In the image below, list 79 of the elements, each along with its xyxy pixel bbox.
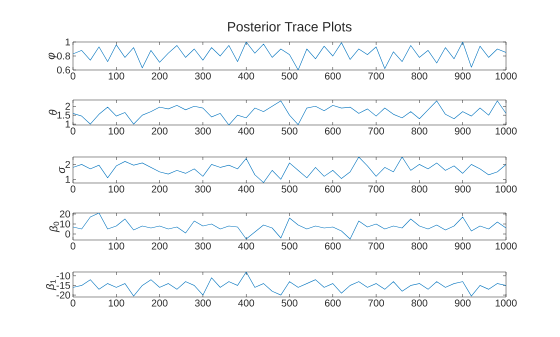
x-tick-label: 100 xyxy=(108,242,124,250)
x-tick-label: 300 xyxy=(194,72,211,80)
x-tick-label: 0 xyxy=(70,128,76,135)
line-series xyxy=(73,272,506,296)
x-tick-label: 900 xyxy=(454,300,471,307)
x-tick-label: 500 xyxy=(282,186,298,193)
x-tick-label: 700 xyxy=(368,186,384,193)
x-tick-label: 900 xyxy=(454,186,471,193)
x-tick-label: 400 xyxy=(238,186,254,193)
x-tick-label: 0 xyxy=(70,300,76,307)
x-tick-label: 500 xyxy=(282,72,298,80)
y-tick-label: 10 xyxy=(60,220,70,228)
y-tick-label: 2 xyxy=(65,102,70,110)
line-series xyxy=(73,42,506,70)
y-axis-title: β$_{0}$ xyxy=(49,222,60,232)
y-tick-label: -10 xyxy=(56,272,70,280)
x-tick-label: 900 xyxy=(454,242,471,250)
x-tick-label: 600 xyxy=(325,128,341,135)
x-tick-label: 600 xyxy=(325,186,341,193)
x-tick-label: 700 xyxy=(368,300,384,307)
y-tick-label: 20 xyxy=(60,210,70,218)
x-tick-label: 0 xyxy=(70,72,76,80)
x-tick-label: 700 xyxy=(368,72,384,80)
x-tick-label: 1000 xyxy=(496,242,517,250)
y-tick-label: 1 xyxy=(66,38,70,46)
line-series xyxy=(73,100,506,125)
line-series xyxy=(73,213,506,240)
y-axis-title: σ xyxy=(59,166,66,174)
x-tick-label: 200 xyxy=(152,186,168,193)
x-tick-label: 1000 xyxy=(496,300,517,307)
x-tick-label: 600 xyxy=(324,72,341,80)
x-tick-label: 400 xyxy=(238,300,254,307)
x-tick-label: 900 xyxy=(454,128,471,135)
x-tick-label: 400 xyxy=(238,128,254,135)
x-tick-label: 400 xyxy=(238,72,254,80)
x-tick-label: 300 xyxy=(194,242,211,250)
y-tick-label: 0.6 xyxy=(57,66,70,74)
x-tick-label: 800 xyxy=(412,186,428,193)
x-tick-label: 800 xyxy=(412,242,428,250)
x-tick-label: 700 xyxy=(368,128,384,135)
x-tick-label: 200 xyxy=(152,300,168,307)
x-tick-label: 0 xyxy=(70,186,76,193)
x-tick-label: 200 xyxy=(152,128,168,135)
x-tick-label: 100 xyxy=(108,186,124,193)
x-tick-label: 700 xyxy=(368,242,384,250)
x-tick-label: 800 xyxy=(412,72,428,80)
x-tick-label: 500 xyxy=(282,300,298,307)
y-tick-label: 0 xyxy=(65,230,70,238)
chart-title: Posterior Trace Plots xyxy=(228,22,352,32)
x-tick-label: 200 xyxy=(152,242,168,250)
x-tick-label: 800 xyxy=(412,128,428,135)
x-tick-label: 100 xyxy=(108,128,124,135)
x-tick-label: 200 xyxy=(152,72,168,80)
x-tick-label: 400 xyxy=(238,242,254,250)
x-tick-label: 100 xyxy=(108,72,124,80)
y-tick-label: 1.5 xyxy=(57,112,70,119)
x-tick-label: 800 xyxy=(412,300,428,307)
x-tick-label: 1000 xyxy=(496,186,517,193)
x-tick-label: 0 xyxy=(70,242,76,250)
x-tick-label: 1000 xyxy=(496,72,517,80)
x-tick-label: 600 xyxy=(325,300,341,307)
x-tick-label: 100 xyxy=(108,300,124,307)
y-tick-label: 0.8 xyxy=(57,52,70,60)
y-axis-title: β$_{1}$ xyxy=(46,280,56,290)
x-tick-label: 300 xyxy=(194,186,211,193)
y-axis-title: φ xyxy=(48,52,57,60)
y-tick-label: -15 xyxy=(56,282,70,289)
x-tick-label: 900 xyxy=(454,72,471,80)
x-tick-label: 1000 xyxy=(496,128,517,135)
y-tick-label: -20 xyxy=(56,292,70,299)
y-axis-title: θ xyxy=(48,110,57,115)
x-tick-label: 300 xyxy=(194,128,211,135)
x-tick-label: 600 xyxy=(324,242,341,250)
x-tick-label: 300 xyxy=(194,300,211,307)
x-tick-label: 500 xyxy=(282,128,298,135)
y-tick-label: 2 xyxy=(65,160,70,168)
x-tick-label: 500 xyxy=(282,242,298,250)
y-tick-label: 1 xyxy=(66,120,70,128)
y-tick-label: 1 xyxy=(66,176,70,183)
